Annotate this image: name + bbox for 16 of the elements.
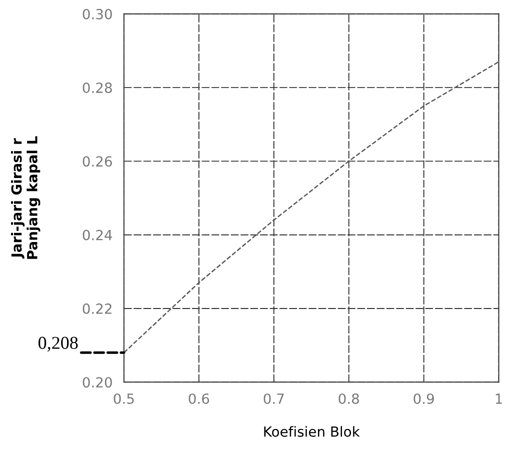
x-tick-label: 0.9 xyxy=(414,393,434,404)
y-tick-label: 0.28 xyxy=(82,82,112,94)
line-series xyxy=(124,61,499,354)
x-tick-label: 1 xyxy=(496,394,502,404)
annotation: 0,208 xyxy=(38,336,78,352)
y-tick-label: 0.26 xyxy=(82,156,112,167)
x-tick-label: 0.8 xyxy=(338,393,359,404)
y-tick-label: 0.22 xyxy=(82,303,112,314)
x-tick-label: 0.7 xyxy=(264,393,284,404)
y-axis-title: Jari-jari Girasi r Panjang kapal L xyxy=(11,136,40,259)
y-tick-label: 0.30 xyxy=(82,8,112,20)
x-tick-label: 0.5 xyxy=(114,393,134,404)
y-tick-label: 0.20 xyxy=(82,377,112,388)
x-tick-label: 0.6 xyxy=(188,393,210,404)
x-axis-title: Koefisien Blok xyxy=(264,426,360,437)
y-tick-label: 0.24 xyxy=(82,230,112,240)
